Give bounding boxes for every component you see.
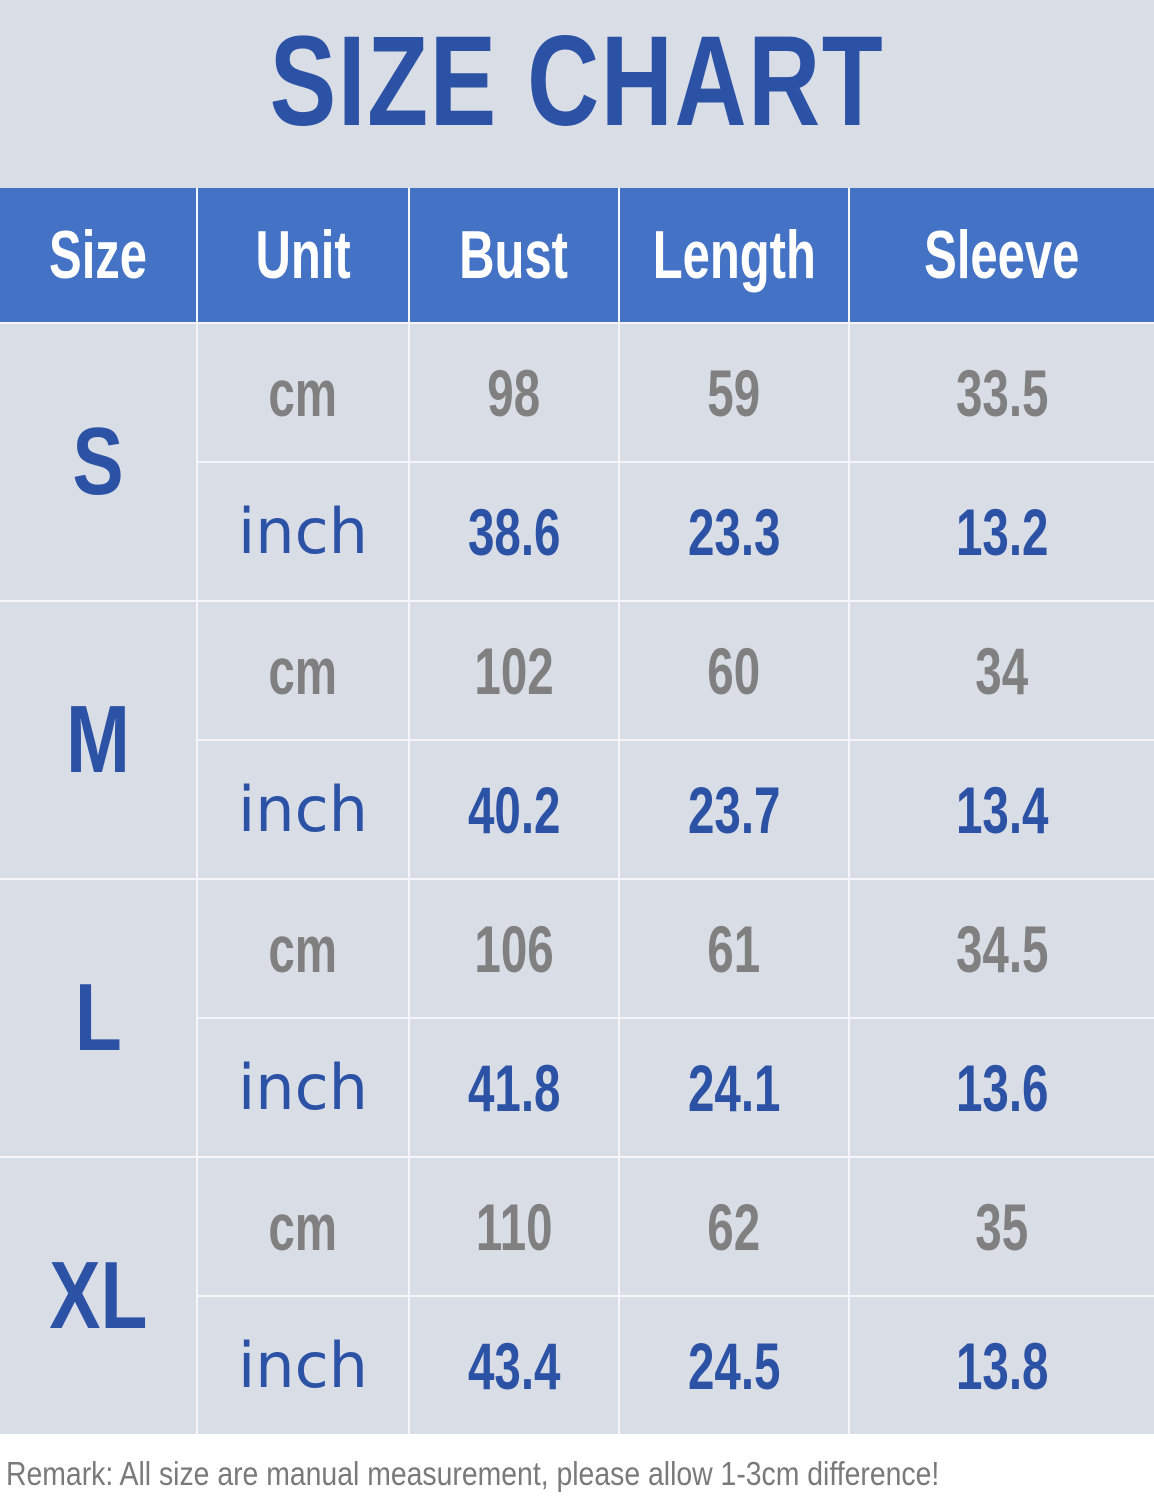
value-cm-sleeve-text: 34 xyxy=(975,633,1029,708)
unit-cm: cm xyxy=(198,880,408,1017)
value-cm-bust-text: 106 xyxy=(474,911,554,986)
value-cm-length-text: 61 xyxy=(707,911,761,986)
unit-cm: cm xyxy=(198,1158,408,1295)
value-cm-length: 62 xyxy=(620,1158,848,1295)
value-inch-bust-text: 41.8 xyxy=(467,1050,561,1125)
value-inch-length: 23.7 xyxy=(620,741,848,878)
value-cm-sleeve: 34 xyxy=(850,602,1154,739)
value-cm-sleeve-text: 34.5 xyxy=(955,911,1049,986)
size-label: S xyxy=(0,324,196,600)
unit-cm-text: cm xyxy=(268,911,338,986)
value-inch-length: 24.5 xyxy=(620,1297,848,1434)
value-cm-length: 61 xyxy=(620,880,848,1017)
unit-inch: inch xyxy=(198,1297,408,1434)
unit-inch: inch xyxy=(198,1019,408,1156)
unit-cm-text: cm xyxy=(268,355,338,430)
size-label: M xyxy=(0,602,196,878)
value-inch-sleeve-text: 13.4 xyxy=(955,772,1049,847)
value-inch-length: 23.3 xyxy=(620,463,848,600)
value-cm-length-text: 60 xyxy=(707,633,761,708)
header-sleeve: Sleeve xyxy=(850,188,1154,322)
value-inch-bust-text: 38.6 xyxy=(467,494,561,569)
size-label-text: M xyxy=(66,686,130,793)
value-inch-sleeve: 13.8 xyxy=(850,1297,1154,1434)
size-label-text: S xyxy=(72,408,124,515)
unit-inch: inch xyxy=(198,741,408,878)
header-bust-text: Bust xyxy=(459,217,569,293)
header-size: Size xyxy=(0,188,196,322)
value-cm-bust-text: 98 xyxy=(487,355,541,430)
value-inch-length: 24.1 xyxy=(620,1019,848,1156)
unit-cm-text: cm xyxy=(268,1189,338,1264)
header-bust: Bust xyxy=(410,188,618,322)
value-cm-length-text: 62 xyxy=(707,1189,761,1264)
header-size-text: Size xyxy=(49,217,147,293)
value-cm-bust-text: 110 xyxy=(475,1189,553,1264)
value-cm-bust-text: 102 xyxy=(474,633,554,708)
value-cm-sleeve-text: 35 xyxy=(975,1189,1029,1264)
title-banner: SIZE CHART xyxy=(0,0,1154,188)
remark-note: Remark: All size are manual measurement,… xyxy=(6,1455,940,1492)
value-inch-sleeve-text: 13.8 xyxy=(955,1328,1049,1403)
value-cm-bust: 106 xyxy=(410,880,618,1017)
value-cm-bust: 110 xyxy=(410,1158,618,1295)
header-unit: Unit xyxy=(198,188,408,322)
size-label-text: L xyxy=(74,964,122,1071)
value-cm-length: 60 xyxy=(620,602,848,739)
page-title-text: SIZE CHART xyxy=(269,10,885,153)
value-inch-sleeve: 13.2 xyxy=(850,463,1154,600)
unit-cm-text: cm xyxy=(268,633,338,708)
value-inch-sleeve-text: 13.6 xyxy=(955,1050,1049,1125)
header-unit-text: Unit xyxy=(255,217,351,293)
value-inch-bust: 43.4 xyxy=(410,1297,618,1434)
value-inch-bust: 41.8 xyxy=(410,1019,618,1156)
size-label: XL xyxy=(0,1158,196,1434)
header-length-text: Length xyxy=(652,217,816,293)
unit-cm: cm xyxy=(198,324,408,461)
page-title: SIZE CHART xyxy=(0,18,1154,146)
unit-cm: cm xyxy=(198,602,408,739)
header-length: Length xyxy=(620,188,848,322)
value-cm-sleeve: 35 xyxy=(850,1158,1154,1295)
header-sleeve-text: Sleeve xyxy=(924,217,1080,293)
value-cm-length-text: 59 xyxy=(707,355,761,430)
value-inch-bust: 40.2 xyxy=(410,741,618,878)
value-inch-sleeve-text: 13.2 xyxy=(955,494,1049,569)
value-inch-bust-text: 43.4 xyxy=(467,1328,561,1403)
value-inch-bust: 38.6 xyxy=(410,463,618,600)
value-inch-length-text: 24.5 xyxy=(687,1328,781,1403)
unit-inch-text: inch xyxy=(238,773,368,846)
size-label-text: XL xyxy=(48,1242,148,1349)
value-cm-bust: 102 xyxy=(410,602,618,739)
size-label: L xyxy=(0,880,196,1156)
value-cm-sleeve-text: 33.5 xyxy=(955,355,1049,430)
value-cm-sleeve: 33.5 xyxy=(850,324,1154,461)
unit-inch-text: inch xyxy=(238,1329,368,1402)
value-inch-length-text: 23.7 xyxy=(687,772,781,847)
value-cm-bust: 98 xyxy=(410,324,618,461)
unit-inch: inch xyxy=(198,463,408,600)
value-cm-sleeve: 34.5 xyxy=(850,880,1154,1017)
value-cm-length: 59 xyxy=(620,324,848,461)
value-inch-sleeve: 13.4 xyxy=(850,741,1154,878)
value-inch-sleeve: 13.6 xyxy=(850,1019,1154,1156)
unit-inch-text: inch xyxy=(238,1051,368,1124)
unit-inch-text: inch xyxy=(238,495,368,568)
value-inch-length-text: 23.3 xyxy=(687,494,781,569)
value-inch-length-text: 24.1 xyxy=(687,1050,781,1125)
value-inch-bust-text: 40.2 xyxy=(467,772,561,847)
